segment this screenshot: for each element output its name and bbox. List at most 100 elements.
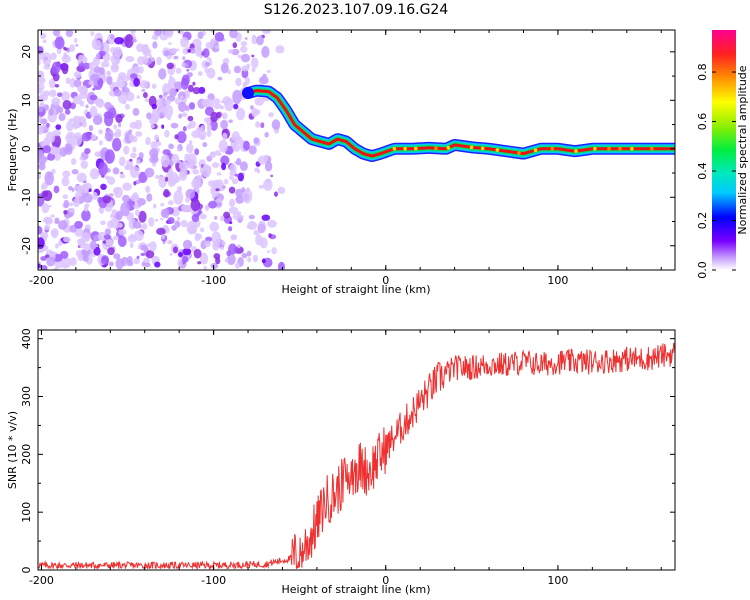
noise-blob xyxy=(81,183,90,194)
noise-blob xyxy=(149,156,159,164)
noise-blob xyxy=(263,178,273,191)
noise-blob xyxy=(199,213,207,220)
noise-blob xyxy=(136,198,146,206)
noise-blob xyxy=(40,32,47,40)
noise-blob xyxy=(97,78,104,87)
noise-blob xyxy=(74,79,82,88)
noise-blob xyxy=(38,59,41,66)
noise-blob xyxy=(118,122,122,128)
noise-blob xyxy=(119,173,126,179)
noise-blob xyxy=(160,154,170,168)
noise-blob xyxy=(215,257,221,265)
noise-blob xyxy=(75,250,83,257)
noise-blob xyxy=(72,115,82,124)
noise-blob xyxy=(171,153,180,164)
noise-blob xyxy=(133,181,137,186)
spectrogram-frame xyxy=(37,29,676,271)
noise-blob xyxy=(113,124,117,130)
noise-blob xyxy=(92,115,103,126)
noise-blob xyxy=(241,252,248,259)
noise-blob xyxy=(206,123,212,132)
noise-blob xyxy=(190,198,201,212)
noise-blob xyxy=(111,200,115,204)
noise-blob xyxy=(229,30,238,39)
noise-blob xyxy=(185,188,196,200)
noise-blob xyxy=(148,217,155,227)
noise-blob xyxy=(115,258,124,270)
noise-blob xyxy=(156,227,166,235)
noise-blob xyxy=(122,194,130,203)
noise-blob xyxy=(214,45,220,49)
noise-blob xyxy=(229,164,237,173)
noise-blob xyxy=(235,195,244,204)
y-tick-label: -20 xyxy=(20,237,33,255)
noise-blob xyxy=(234,173,239,177)
y-tick-label: -10 xyxy=(20,188,33,206)
noise-blob xyxy=(178,113,183,119)
noise-blob xyxy=(100,61,110,68)
trace-spot xyxy=(630,147,634,151)
noise-blob xyxy=(229,221,233,224)
noise-blob xyxy=(81,121,88,128)
snr-series-line xyxy=(38,342,675,570)
noise-blob xyxy=(244,37,248,40)
noise-blob xyxy=(220,155,230,166)
noise-blob xyxy=(166,62,174,70)
noise-blob xyxy=(125,56,135,63)
noise-blob xyxy=(222,132,228,140)
noise-blob xyxy=(235,188,244,197)
noise-blob xyxy=(167,217,175,224)
noise-blob xyxy=(240,46,248,53)
noise-blob xyxy=(150,141,157,149)
noise-blob xyxy=(55,124,62,130)
noise-blob xyxy=(156,56,162,66)
noise-blob xyxy=(181,112,188,118)
noise-blob xyxy=(38,225,43,235)
noise-blob xyxy=(141,89,146,92)
noise-blob xyxy=(215,188,220,192)
noise-blob xyxy=(214,215,218,220)
noise-blob xyxy=(128,133,134,141)
noise-blob xyxy=(275,45,285,54)
colorbar-tick-label: 0.2 xyxy=(696,212,709,230)
noise-blob xyxy=(182,239,193,250)
noise-blob xyxy=(170,47,178,54)
noise-blob xyxy=(158,94,163,99)
noise-blob xyxy=(168,168,174,176)
noise-blob xyxy=(267,250,270,254)
noise-blob xyxy=(107,247,115,256)
noise-blob xyxy=(62,236,71,243)
noise-blob xyxy=(51,97,61,106)
noise-blob xyxy=(174,81,183,91)
noise-blob xyxy=(146,193,153,202)
noise-blob xyxy=(113,187,120,195)
noise-blob xyxy=(211,151,215,156)
noise-blob xyxy=(226,253,236,265)
noise-blob xyxy=(63,52,68,58)
noise-blob xyxy=(138,152,144,159)
noise-blob xyxy=(130,194,140,202)
noise-blob xyxy=(125,103,130,110)
noise-blob xyxy=(188,164,192,169)
noise-blob xyxy=(251,67,256,73)
noise-blob xyxy=(138,66,144,74)
trace-spot xyxy=(517,151,521,155)
noise-blob xyxy=(232,42,238,49)
noise-blob xyxy=(89,105,98,118)
noise-blob xyxy=(196,174,203,180)
noise-blob xyxy=(54,84,60,88)
noise-blob xyxy=(123,145,130,155)
noise-blob xyxy=(84,203,90,208)
noise-blob xyxy=(42,52,52,66)
noise-blob xyxy=(195,47,202,57)
colorbar-tick-label: 0.8 xyxy=(696,63,709,81)
noise-blob xyxy=(53,267,59,270)
noise-blob xyxy=(230,234,238,241)
noise-blob xyxy=(239,215,244,219)
noise-blob xyxy=(189,47,196,54)
noise-blob xyxy=(175,48,180,52)
x-tick-label: -200 xyxy=(29,274,54,287)
noise-blob xyxy=(101,255,110,265)
noise-blob xyxy=(130,30,137,34)
noise-blob xyxy=(204,204,210,211)
